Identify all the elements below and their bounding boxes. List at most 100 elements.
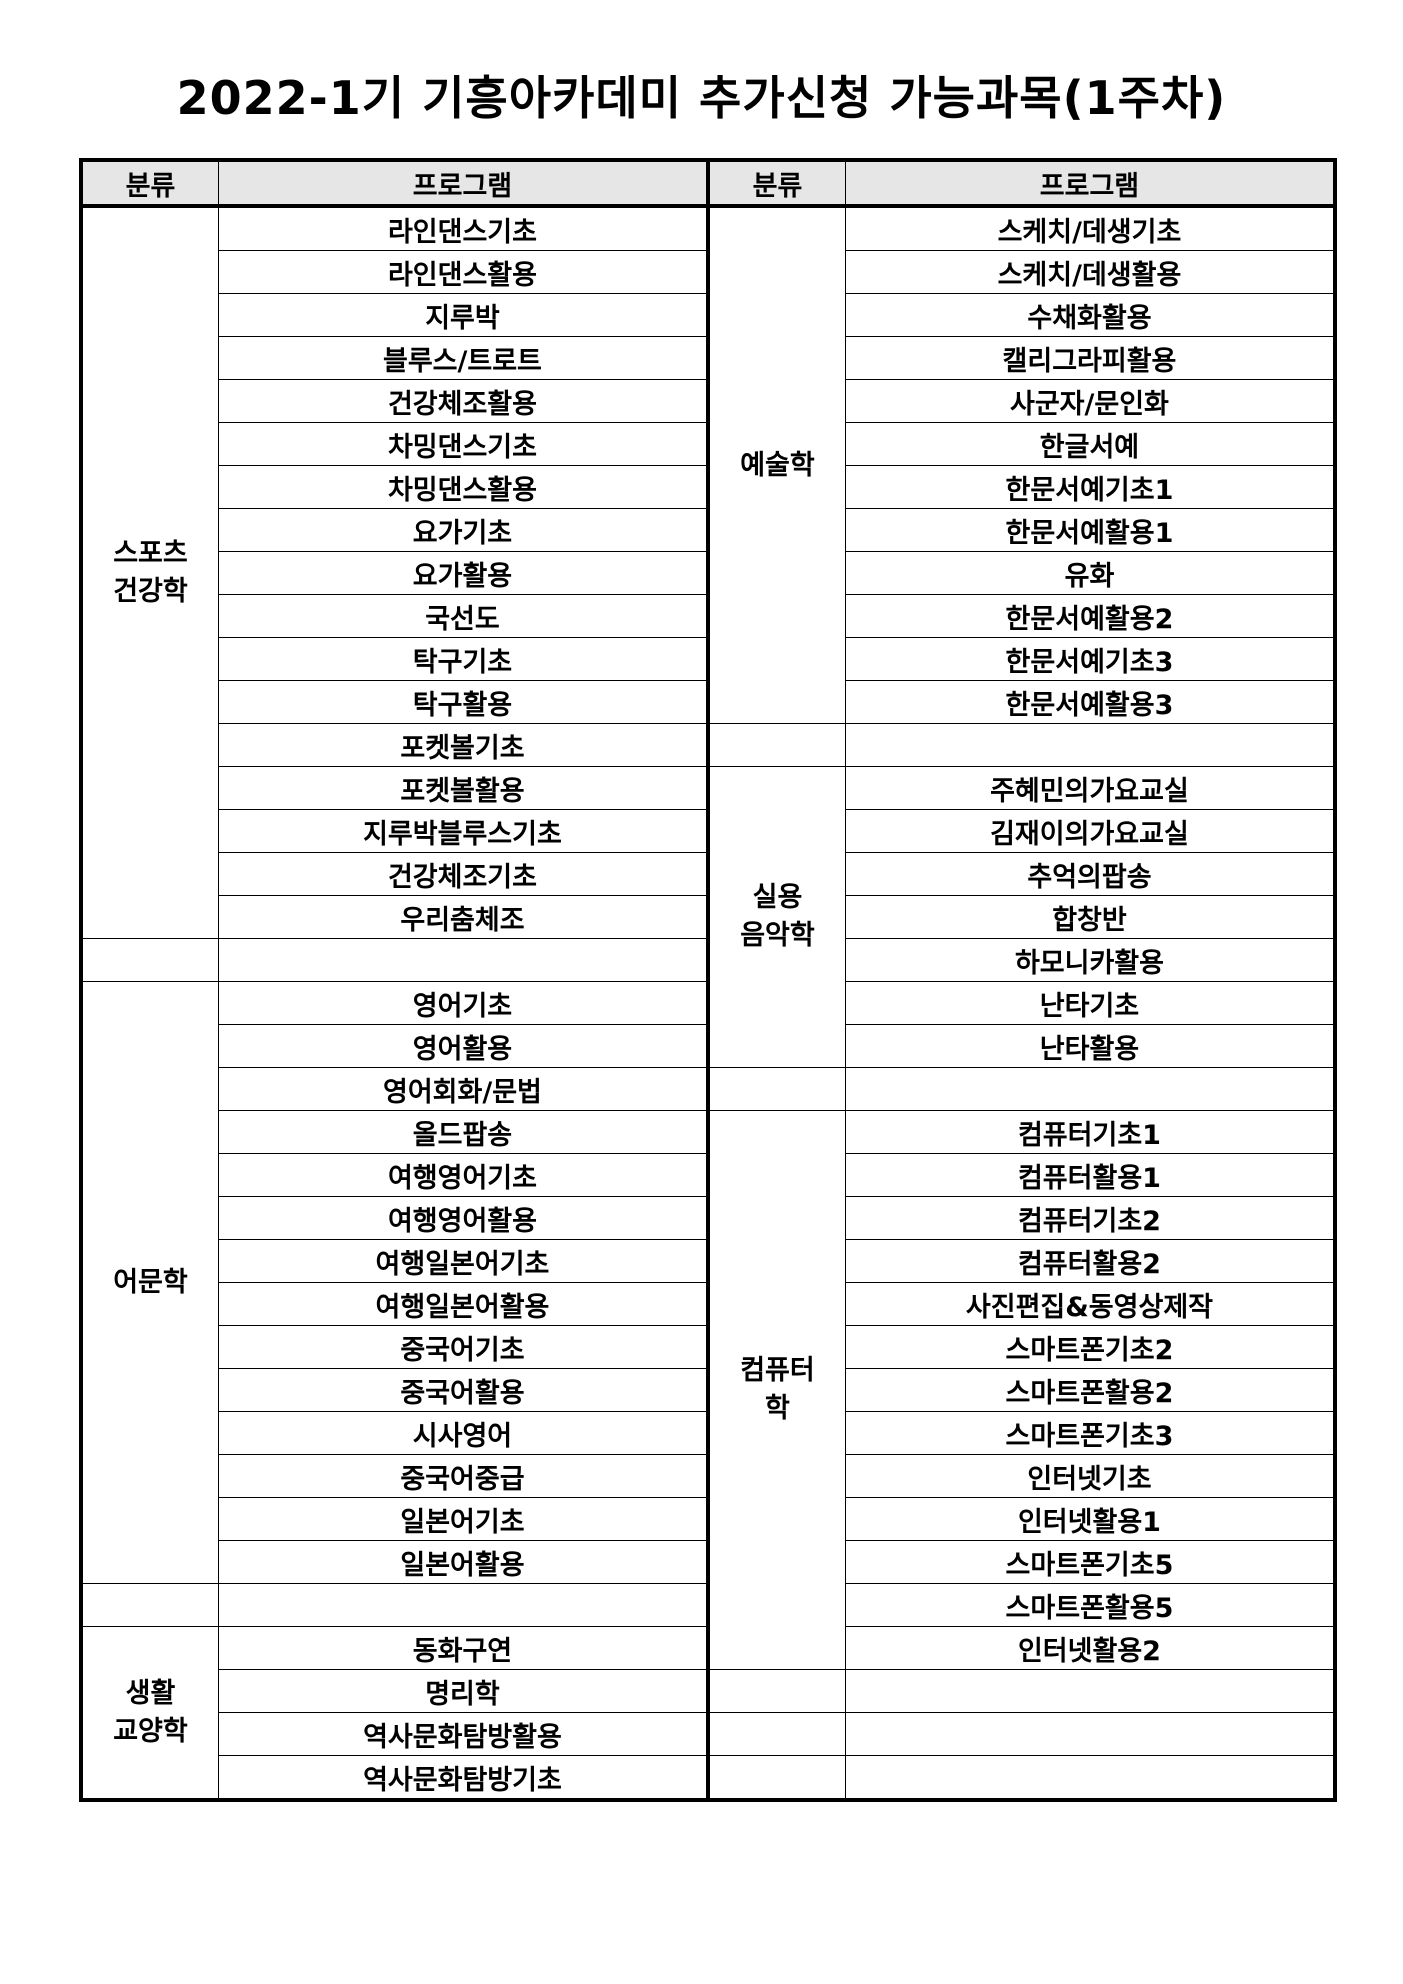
table-row: 역사문화탐방활용 <box>81 1712 1336 1756</box>
program-cell-right: 스마트폰활용2 <box>844 1368 1336 1412</box>
program-cell-right: 컴퓨터기초2 <box>844 1196 1336 1240</box>
program-cell-right: 하모니카활용 <box>844 938 1336 982</box>
program-cell-left: 중국어기초 <box>217 1325 710 1369</box>
program-cell-right <box>844 1669 1336 1713</box>
program-cell-left: 우리춤체조 <box>217 895 710 939</box>
table-row: 영어활용 난타활용 <box>81 1024 1336 1068</box>
table-row: 여행일본어활용 사진편집&동영상제작 <box>81 1282 1336 1326</box>
program-cell-left: 요가활용 <box>217 551 710 595</box>
program-cell-left: 영어회화/문법 <box>217 1067 710 1111</box>
category-cell-right <box>707 723 846 767</box>
program-cell-right: 인터넷기초 <box>844 1454 1336 1498</box>
program-cell-left: 역사문화탐방기초 <box>217 1755 710 1801</box>
category-cell-left: 스포츠 건강학 <box>80 205 219 939</box>
header-category-right: 분류 <box>707 159 846 208</box>
category-cell-left: 생활 교양학 <box>80 1626 219 1801</box>
program-cell-left: 차밍댄스활용 <box>217 465 710 509</box>
header-category-left: 분류 <box>80 159 219 208</box>
category-cell-right: 예술학 <box>707 205 846 724</box>
program-cell-right: 캘리그라피활용 <box>844 336 1336 380</box>
category-cell-left <box>80 938 219 982</box>
program-cell-right: 수채화활용 <box>844 293 1336 337</box>
table-row: 라인댄스활용 스케치/데생활용 <box>81 250 1336 294</box>
program-cell-left: 지루박 <box>217 293 710 337</box>
table-row: 포켓볼활용 실용 음악학 주혜민의가요교실 <box>81 766 1336 1068</box>
program-cell-left: 중국어중급 <box>217 1454 710 1498</box>
program-cell-right: 한문서예기초1 <box>844 465 1336 509</box>
program-cell-left: 국선도 <box>217 594 710 638</box>
program-cell-right: 한문서예기초3 <box>844 637 1336 681</box>
table-row: 요가활용 유화 <box>81 551 1336 595</box>
program-cell-left: 역사문화탐방활용 <box>217 1712 710 1756</box>
category-cell-right <box>707 1067 846 1111</box>
program-cell-left: 일본어기초 <box>217 1497 710 1541</box>
program-cell-right <box>844 1067 1336 1111</box>
table-row: 어문학 영어기초 난타기초 <box>80 981 1336 1584</box>
table-row: 중국어중급 인터넷기초 <box>81 1454 1336 1498</box>
table-row: 국선도 한문서예활용2 <box>81 594 1336 638</box>
header-row: 분류 프로그램 분류 프로그램 <box>80 159 1336 208</box>
table-row: 올드팝송 컴퓨터 학 컴퓨터기초1 <box>81 1110 1336 1670</box>
category-cell-left: 어문학 <box>80 981 219 1584</box>
category-cell-right: 실용 음악학 <box>707 766 846 1068</box>
program-cell-left: 포켓볼활용 <box>217 766 710 810</box>
program-cell-right: 스마트폰기초3 <box>844 1411 1336 1455</box>
program-cell-left: 요가기초 <box>217 508 710 552</box>
program-cell-right: 난타활용 <box>844 1024 1336 1068</box>
table-row: 일본어활용 스마트폰기초5 <box>81 1540 1336 1584</box>
table-row: 시사영어 스마트폰기초3 <box>81 1411 1336 1455</box>
program-cell-right: 추억의팝송 <box>844 852 1336 896</box>
program-cell-right: 한문서예활용2 <box>844 594 1336 638</box>
program-cell-left: 라인댄스기초 <box>217 205 710 251</box>
category-cell-right <box>707 1712 846 1756</box>
program-cell-left: 여행영어활용 <box>217 1196 710 1240</box>
program-cell-left: 지루박블루스기초 <box>217 809 710 853</box>
page-title: 2022-1기 기흥아카데미 추가신청 가능과목(1주차) <box>176 71 1227 125</box>
program-cell-right: 주혜민의가요교실 <box>844 766 1336 810</box>
program-cell-left: 명리학 <box>217 1669 710 1713</box>
program-cell-left: 여행일본어활용 <box>217 1282 710 1326</box>
program-cell-right <box>844 723 1336 767</box>
table-row: 영어회화/문법 <box>81 1067 1336 1111</box>
program-cell-left: 탁구기초 <box>217 637 710 681</box>
program-cell-right: 사군자/문인화 <box>844 379 1336 423</box>
program-cell-left: 건강체조기초 <box>217 852 710 896</box>
program-cell-left: 차밍댄스기초 <box>217 422 710 466</box>
program-cell-left: 올드팝송 <box>217 1110 710 1154</box>
header-program-right: 프로그램 <box>844 159 1336 208</box>
table-row: 여행일본어기초 컴퓨터활용2 <box>81 1239 1336 1283</box>
program-cell-left: 블루스/트로트 <box>217 336 710 380</box>
table-row: 스마트폰활용5 <box>80 1583 1336 1627</box>
category-cell-right <box>707 1669 846 1713</box>
program-cell-right: 스케치/데생활용 <box>844 250 1336 294</box>
program-cell-right: 한글서예 <box>844 422 1336 466</box>
program-cell-right <box>844 1755 1336 1801</box>
program-cell-right: 인터넷활용1 <box>844 1497 1336 1541</box>
program-cell-left: 영어활용 <box>217 1024 710 1068</box>
table-row: 요가기초 한문서예활용1 <box>81 508 1336 552</box>
table-row: 우리춤체조 합창반 <box>81 895 1336 939</box>
program-cell-left: 여행영어기초 <box>217 1153 710 1197</box>
program-cell-right: 난타기초 <box>844 981 1336 1025</box>
program-cell-right: 유화 <box>844 551 1336 595</box>
category-cell-left <box>80 1583 219 1627</box>
program-cell-right: 인터넷활용2 <box>844 1626 1336 1670</box>
category-cell-right: 컴퓨터 학 <box>707 1110 846 1670</box>
program-cell-left <box>217 1583 710 1627</box>
table-row: 명리학 <box>81 1669 1336 1713</box>
program-cell-right: 김재이의가요교실 <box>844 809 1336 853</box>
program-cell-right: 한문서예활용1 <box>844 508 1336 552</box>
table-row: 차밍댄스기초 한글서예 <box>81 422 1336 466</box>
program-cell-right: 컴퓨터활용2 <box>844 1239 1336 1283</box>
program-cell-left: 건강체조활용 <box>217 379 710 423</box>
table-row: 지루박블루스기초 김재이의가요교실 <box>81 809 1336 853</box>
program-cell-right <box>844 1712 1336 1756</box>
program-cell-right: 스케치/데생기초 <box>844 205 1336 251</box>
table-row: 차밍댄스활용 한문서예기초1 <box>81 465 1336 509</box>
table-row: 건강체조기초 추억의팝송 <box>81 852 1336 896</box>
header-program-left: 프로그램 <box>217 159 710 208</box>
program-cell-right: 컴퓨터활용1 <box>844 1153 1336 1197</box>
program-cell-left: 포켓볼기초 <box>217 723 710 767</box>
category-cell-right <box>707 1755 846 1801</box>
program-cell-right: 컴퓨터기초1 <box>844 1110 1336 1154</box>
